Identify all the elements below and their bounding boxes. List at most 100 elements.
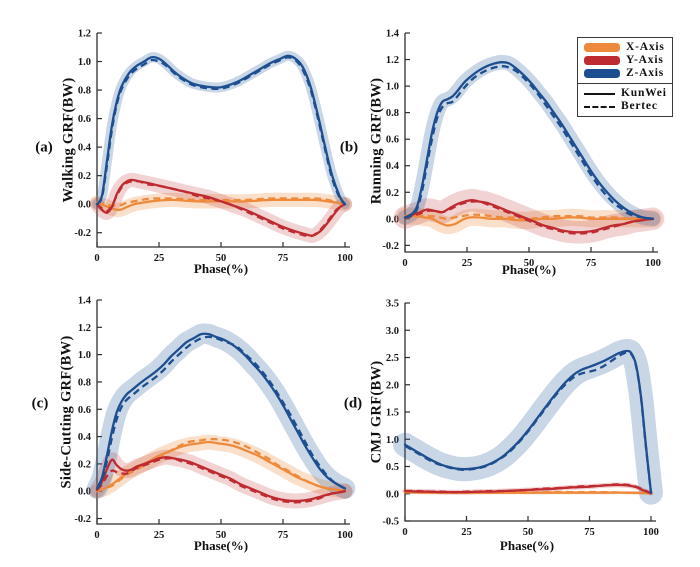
x-tick-label: 0 [94,530,99,541]
x-tick-label: 50 [524,258,535,269]
running-y-axis-label: Running GRF(BW) [368,77,385,205]
x-tick-label: 25 [154,530,165,541]
y-tick-label: 1.2 [78,323,91,334]
sidecutting-x-axis-label: Phase(%) [193,538,249,553]
x-tick-label: 25 [461,527,472,538]
legend-label: Z-Axis [626,66,665,79]
y-tick-label: 1.0 [386,82,399,93]
y-tick-label: -0.5 [382,517,399,528]
x-tick-label: 100 [337,530,353,541]
walking-x-axis-label: Phase(%) [193,261,249,276]
cmj-x-axis-label: Phase(%) [499,538,555,553]
sidecutting-z-axis-bertec-line [96,335,346,490]
sidecutting-y-axis-label: Side-Cutting GRF(BW) [58,335,75,489]
y-tick-label: 3.0 [386,326,399,337]
walking-y-axis-bertec-line [96,179,346,238]
walking-y-axis-label: Walking GRF(BW) [60,77,77,203]
y-tick-label: 1.0 [78,350,91,361]
x-tick-label: 25 [462,258,473,269]
y-tick-label: -0.2 [74,514,91,525]
y-tick-label: -0.2 [382,241,399,252]
y-tick-label: 0.0 [386,489,399,500]
legend-item-x-axis: X-Axis [584,41,667,54]
legend-label: Y-Axis [626,53,664,66]
y-tick-label: 0.6 [78,114,91,125]
y-tick-label: 1.4 [386,29,400,40]
y-tick-label: 1.5 [386,408,399,419]
x-tick-label: 100 [337,253,353,264]
y-tick-label: 0.0 [78,200,91,211]
running-x-axis-label: Phase(%) [501,262,557,277]
y-tick-label: 0.2 [78,459,91,470]
sidecutting-y-axis-bertec-line [96,457,346,504]
panel-label-c: (c) [31,395,49,412]
x-tick-label: 75 [586,258,597,269]
y-tick-label: 0.6 [78,405,91,416]
walking-z-axis-kunwei-line [95,54,347,206]
solid-line-icon [584,92,615,95]
running-z-axis-bertec-line [404,65,654,220]
legend-item-z-axis: Z-Axis [584,67,667,80]
x-tick-label: 0 [402,527,407,538]
running-x-axis-kunwei-line [403,214,655,227]
legend-axes-section: X-Axis Y-Axis Z-Axis [578,38,672,83]
x-tick-label: 25 [154,253,165,264]
y-tick-label: 0.4 [386,161,400,172]
legend-label: X-Axis [626,40,665,53]
y-tick-label: 0.8 [386,108,399,119]
walking-z-axis-bertec-line [96,56,346,205]
y-tick-label: 2.5 [386,353,399,364]
walking-x-axis-kunwei-line [95,198,347,212]
legend-item-bertec: Bertec [584,100,667,113]
y-tick-label: 0.0 [78,487,91,498]
y-tick-label: 0.5 [386,462,399,473]
walking-x-axis-bertec-line [96,197,346,208]
legend-devices-section: KunWei Bertec [578,83,672,116]
dashed-line-icon [584,105,615,108]
running-x-axis-bertec-line [404,213,653,221]
x-tick-label: 0 [94,253,99,264]
chart-walking: -0.2 0.0 0.2 0.4 0.6 0.8 1.0 1.2 0 25 50 75 100 [74,29,353,265]
x-tick-label: 75 [584,527,595,538]
y-tick-label: 0.0 [386,214,399,225]
legend-item-y-axis: Y-Axis [584,54,667,67]
legend-label: KunWei [621,86,667,99]
chart-sidecutting: -0.2 0.0 0.2 0.4 0.6 0.8 1.0 1.2 1.4 0 25 50 75 100 [74,296,356,541]
running-z-axis-kunwei-line [403,61,655,220]
sidecutting-z-axis-kunwei-line [95,332,347,490]
y-tick-label: 1.2 [386,55,399,66]
y-tick-label: 1.4 [78,296,92,307]
z-axis-color-swatch [584,69,620,78]
running-y-axis-bertec-line [404,200,654,235]
y-tick-label: 0.6 [386,135,399,146]
x-tick-label: 0 [402,258,407,269]
y-tick-label: 0.4 [78,143,92,154]
x-tick-label: 50 [216,530,227,541]
y-tick-label: 0.8 [78,377,91,388]
panel-label-d: (d) [343,395,363,412]
y-tick-label: 0.2 [386,188,399,199]
legend: X-Axis Y-Axis Z-Axis KunWei Bertec [577,37,673,117]
cmj-z-axis-bertec-line [404,351,653,493]
x-tick-label: 100 [645,258,661,269]
sidecutting-x-axis-bertec-line [96,438,346,493]
x-tick-label: 75 [278,253,289,264]
cmj-y-axis-bertec-line [404,483,652,495]
panel-label-b: (b) [339,139,359,156]
x-tick-label: 100 [643,527,659,538]
x-tick-label: 50 [216,253,227,264]
cmj-y-axis-label: CMJ GRF(BW) [368,360,385,464]
y-axis-color-swatch [584,56,620,65]
x-tick-label: 75 [278,530,289,541]
legend-label: Bertec [621,99,658,112]
sidecutting-y-axis-kunwei-line [95,455,347,503]
cmj-z-axis-band [393,339,663,505]
y-tick-label: 1.2 [78,29,91,40]
y-tick-label: 1.0 [386,435,399,446]
y-tick-label: 0.2 [78,171,91,182]
chart-running: -0.2 0.0 0.2 0.4 0.6 0.8 1.0 1.2 1.4 0 25 50 75 100 [382,29,665,269]
y-tick-label: -0.2 [74,228,91,239]
y-tick-label: 0.8 [78,86,91,97]
